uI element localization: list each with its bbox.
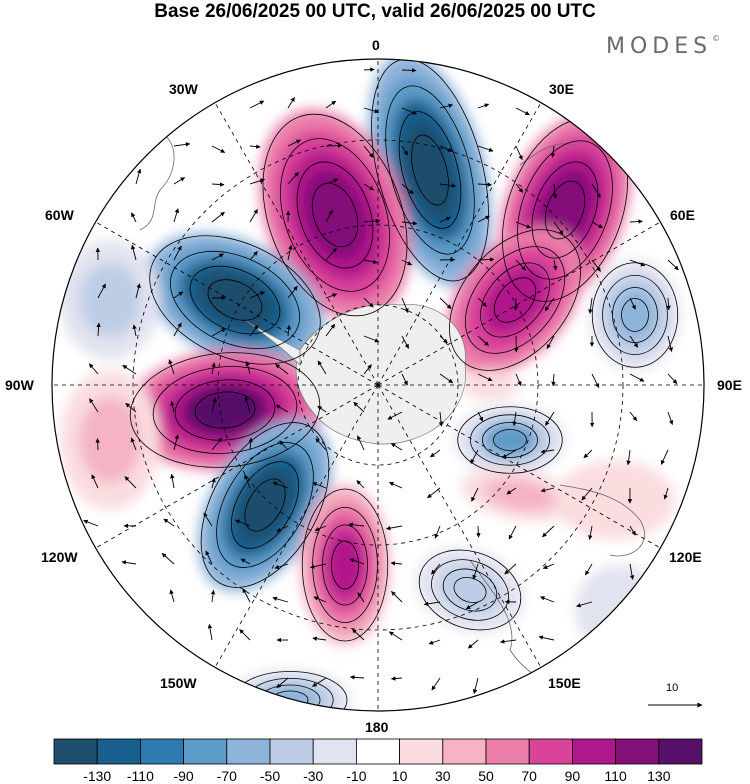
colorbar-tick-2: -90 — [173, 768, 193, 784]
colorbar-tick-5: -30 — [303, 768, 323, 784]
anomaly-region-18 — [600, 370, 700, 450]
colorbar-tick-13: 130 — [647, 768, 670, 784]
wind-vector — [478, 526, 479, 537]
colorbar-tick-12: 110 — [604, 768, 626, 784]
wind-vector — [402, 70, 416, 71]
colorbar-tick-1: -110 — [127, 768, 154, 784]
colorbar — [54, 739, 702, 764]
colorbar-swatch-4 — [227, 739, 270, 764]
colorbar-swatch-7 — [356, 739, 399, 764]
anomaly-region-11 — [261, 686, 319, 715]
colorbar-tick-10: 70 — [521, 768, 537, 784]
colorbar-swatch-8 — [400, 739, 443, 764]
label-150e: 150E — [548, 675, 581, 691]
colorbar-swatch-13 — [616, 739, 659, 764]
label-180: 180 — [365, 719, 388, 735]
label-120w: 120W — [41, 549, 78, 565]
wind-vector — [97, 439, 98, 450]
colorbar-swatch-6 — [313, 739, 356, 764]
colorbar-swatch-2 — [140, 739, 183, 764]
colorbar-swatch-14 — [659, 739, 702, 764]
colorbar-swatch-1 — [97, 739, 140, 764]
wind-vector — [515, 298, 516, 310]
label-90w: 90W — [5, 377, 34, 393]
colorbar-swatch-12 — [572, 739, 615, 764]
label-90e: 90E — [717, 377, 742, 393]
label-120e: 120E — [669, 549, 702, 565]
colorbar-tick-7: 10 — [392, 768, 408, 784]
label-0: 0 — [372, 37, 380, 53]
anomaly-region-8 — [326, 532, 363, 598]
reference-vector-label: 10 — [666, 682, 678, 694]
label-150w: 150W — [160, 675, 197, 691]
colorbar-tick-8: 30 — [435, 768, 451, 784]
colorbar-swatch-11 — [529, 739, 572, 764]
colorbar-swatch-0 — [54, 739, 97, 764]
colorbar-tick-4: -50 — [260, 768, 280, 784]
colorbar-tick-6: -10 — [346, 768, 366, 784]
anomaly-field — [40, 40, 720, 730]
colorbar-tick-labels: -130 -110 -90 -70 -50 -30 -10 10 30 50 70 90 110 130 — [0, 768, 750, 783]
anomaly-region-11 — [246, 678, 335, 722]
colorbar-tick-11: 90 — [565, 768, 581, 784]
label-60w: 60W — [45, 207, 74, 223]
wind-vector — [364, 69, 374, 70]
colorbar-swatch-9 — [443, 739, 486, 764]
colorbar-tick-9: 50 — [478, 768, 494, 784]
anomaly-region-15 — [80, 263, 141, 336]
anomaly-region-4 — [613, 289, 656, 342]
label-30w: 30W — [169, 81, 198, 97]
colorbar-swatch-3 — [184, 739, 227, 764]
anomaly-region-16 — [80, 397, 141, 482]
colorbar-swatch-10 — [486, 739, 529, 764]
label-60e: 60E — [670, 207, 695, 223]
label-30e: 30E — [549, 81, 574, 97]
anomaly-region-17 — [575, 565, 665, 655]
colorbar-swatch-5 — [270, 739, 313, 764]
colorbar-tick-0: -130 — [83, 768, 111, 784]
colorbar-tick-3: -70 — [217, 768, 237, 784]
